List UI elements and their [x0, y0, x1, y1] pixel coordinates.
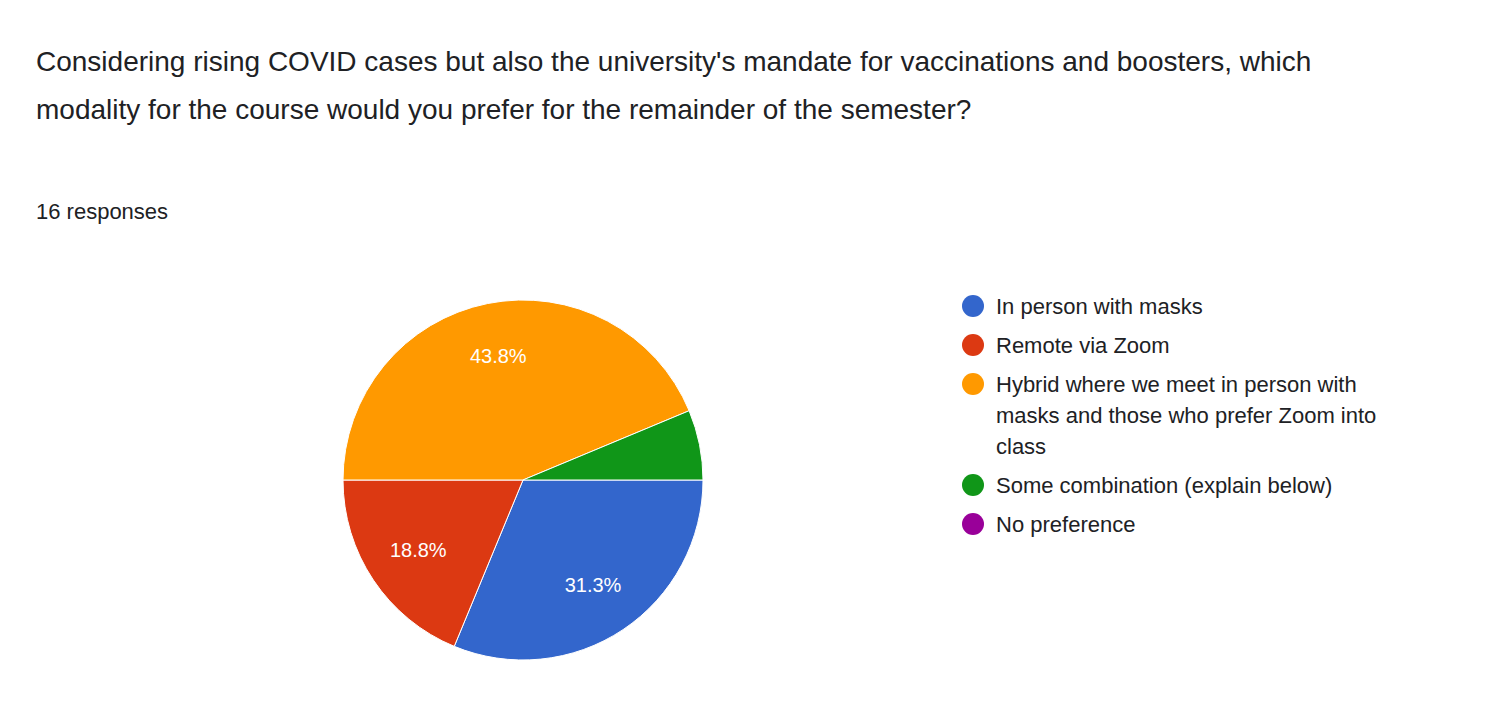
- html-text:Hybrid where we meet in person: Hybrid where we meet in person with mask…: [996, 372, 1377, 459]
- svg-text:18.8%: 18.8%: [390, 539, 447, 561]
- html-text:Remote via Zoom: Remote via Zoom: [996, 333, 1170, 358]
- html-text:In person with masks: In person with masks: [996, 294, 1203, 319]
- svg-text:43.8%: 43.8%: [470, 345, 527, 367]
- html-text:No preference: No preference: [996, 512, 1136, 537]
- svg-text:31.3%: 31.3%: [565, 574, 622, 596]
- html-text:Some combination (explain belo: Some combination (explain below): [996, 473, 1333, 498]
- html-text:16 responses: 16 responses: [36, 199, 169, 224]
- html-text:Considering rising COVID cases: Considering rising COVID cases but also …: [36, 46, 1312, 125]
